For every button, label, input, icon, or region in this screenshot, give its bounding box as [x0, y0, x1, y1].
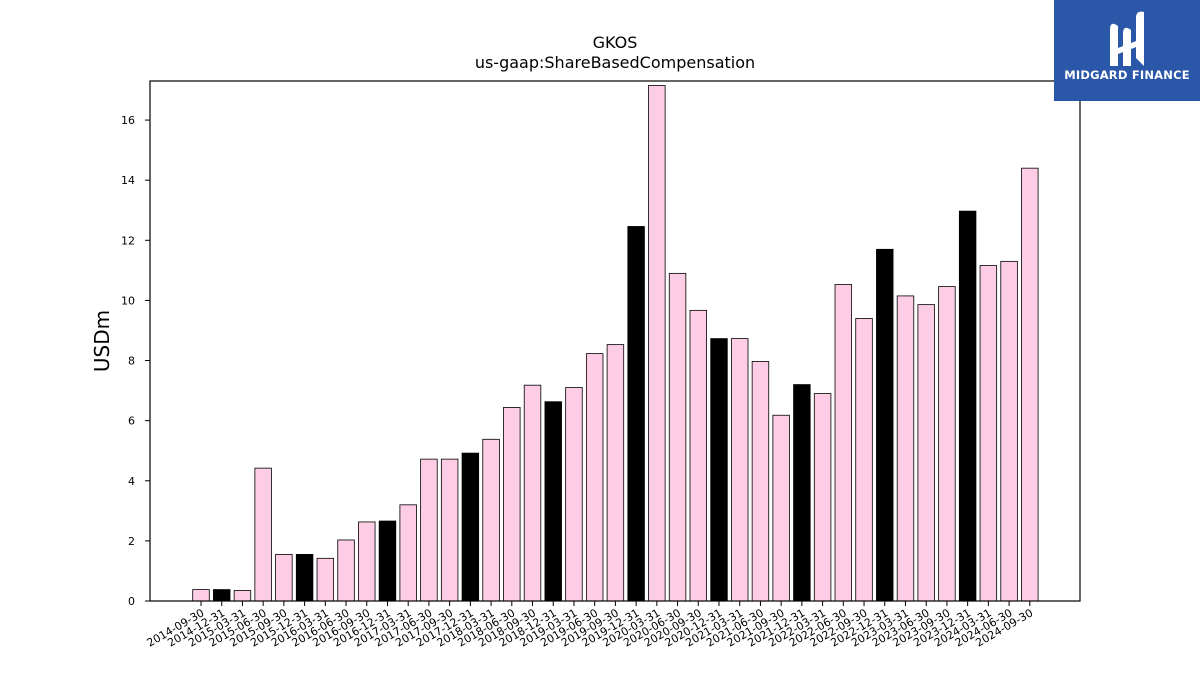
y-tick-label: 8 [128, 355, 135, 368]
bar-2023-12-31 [958, 210, 977, 602]
plot-frame [149, 80, 1081, 602]
bar-2015-03-31 [233, 590, 252, 602]
bar-2021-03-31 [731, 338, 749, 602]
y-tick-label: 10 [121, 294, 135, 307]
midgard-finance-logo: MIDGARD FINANCE [1054, 0, 1200, 101]
bar-2020-09-30 [689, 309, 707, 602]
bar-2019-03-31 [565, 387, 583, 602]
x-axis-ticks: 2014-09-302014-12-312015-03-312015-06-30… [145, 601, 1035, 650]
bar-2019-06-30 [585, 353, 604, 602]
bar-2015-09-30 [275, 554, 293, 602]
bar-2021-06-30 [751, 361, 770, 602]
bar-2024-06-30 [1000, 260, 1018, 602]
y-tick-label: 14 [121, 174, 135, 187]
y-axis-label: USDm [90, 310, 114, 372]
bar-2016-09-30 [358, 521, 376, 602]
y-axis-ticks: 0 2 4 6 8 10 12 14 16 [121, 114, 150, 608]
bar-2018-03-31 [482, 438, 500, 602]
bar-2014-12-31 [213, 589, 231, 602]
bar-2022-06-30 [834, 284, 853, 602]
y-tick-label: 2 [128, 535, 135, 548]
y-tick-label: 0 [128, 595, 135, 608]
bar-2022-09-30 [855, 318, 873, 602]
bar-2016-03-31 [316, 557, 335, 602]
bar-2014-09-30 [192, 589, 210, 602]
bars-group [192, 85, 1039, 602]
logo-text: MIDGARD FINANCE [1064, 68, 1190, 82]
bar-2017-03-31 [399, 504, 417, 602]
bar-2020-12-31 [710, 338, 728, 602]
y-tick-label: 6 [128, 415, 135, 428]
bar-2023-09-30 [938, 286, 956, 602]
bar-2018-09-30 [523, 384, 542, 602]
y-tick-label: 16 [121, 114, 135, 127]
bar-2017-09-30 [440, 458, 459, 602]
bar-2015-06-30 [254, 467, 272, 602]
bar-2016-06-30 [337, 539, 355, 602]
bar-2020-03-31 [648, 85, 666, 602]
bar-2015-12-31 [295, 554, 314, 602]
midgard-logo-icon [1110, 11, 1144, 67]
bar-2018-06-30 [503, 407, 521, 602]
bar-2021-09-30 [772, 414, 790, 602]
bar-2023-06-30 [917, 304, 935, 602]
y-tick-label: 4 [128, 475, 135, 488]
bar-2024-09-30 [1021, 167, 1039, 602]
bar-2017-12-31 [461, 452, 480, 602]
chart-subtitle: us-gaap:ShareBasedCompensation [475, 53, 755, 72]
bar-2019-09-30 [606, 344, 625, 602]
bar-2018-12-31 [544, 401, 562, 602]
chart-title: GKOS [593, 33, 638, 52]
bar-2017-06-30 [420, 458, 438, 602]
bar-2022-12-31 [876, 248, 894, 602]
bar-2020-06-30 [668, 272, 687, 602]
bar-2021-12-31 [793, 384, 811, 602]
bar-2023-03-31 [896, 295, 915, 602]
bar-2022-03-31 [813, 393, 832, 602]
bar-2024-03-31 [979, 265, 998, 602]
bar-2019-12-31 [627, 226, 645, 602]
y-tick-label: 12 [121, 234, 135, 247]
bar-2016-12-31 [378, 520, 397, 602]
